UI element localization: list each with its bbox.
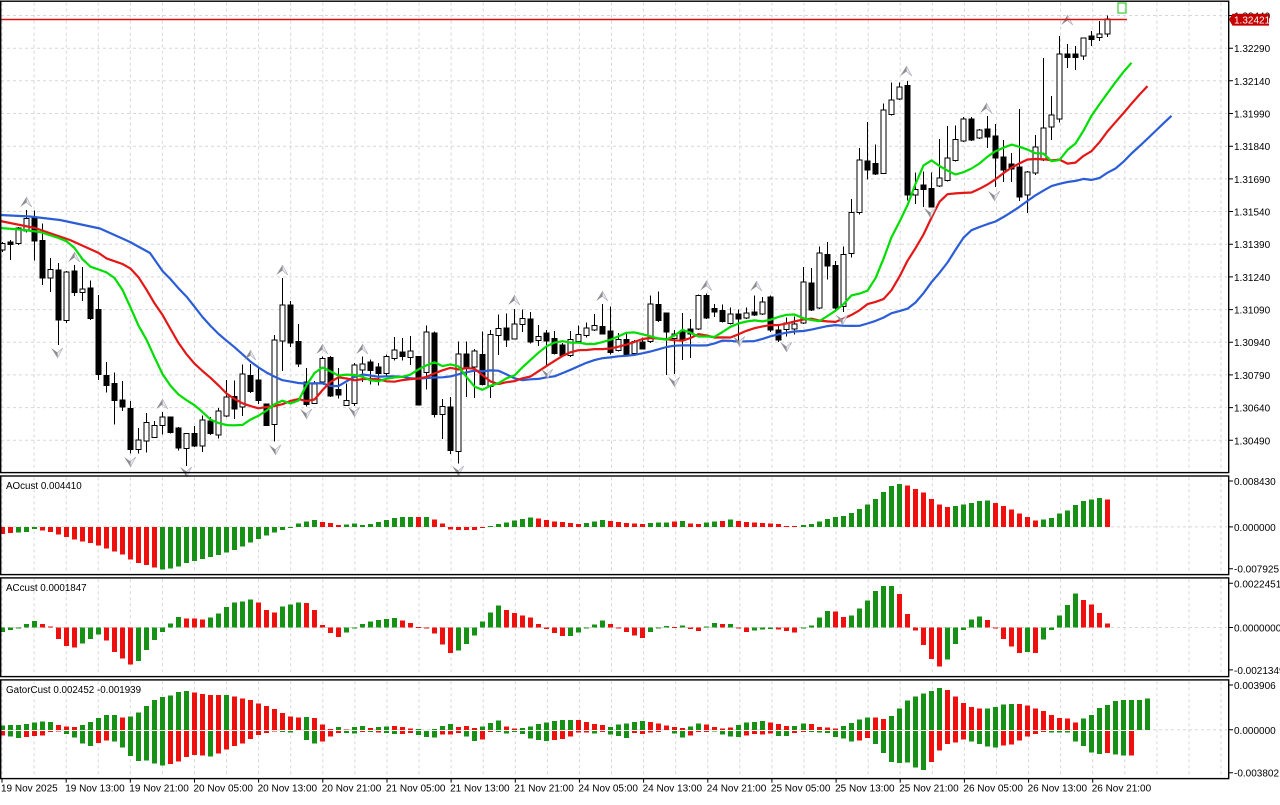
svg-text:-0.007925: -0.007925 xyxy=(1234,565,1279,576)
svg-text:19 Nov 21:00: 19 Nov 21:00 xyxy=(129,784,189,795)
svg-text:0.000000: 0.000000 xyxy=(1234,726,1276,737)
svg-text:1.30640: 1.30640 xyxy=(1234,404,1271,415)
svg-text:20 Nov 13:00: 20 Nov 13:00 xyxy=(258,784,318,795)
svg-text:19 Nov 13:00: 19 Nov 13:00 xyxy=(65,784,125,795)
svg-text:25 Nov 13:00: 25 Nov 13:00 xyxy=(835,784,895,795)
svg-text:26 Nov 05:00: 26 Nov 05:00 xyxy=(963,784,1023,795)
svg-text:1.32140: 1.32140 xyxy=(1234,77,1271,88)
svg-text:21 Nov 13:00: 21 Nov 13:00 xyxy=(450,784,510,795)
svg-text:0.000000: 0.000000 xyxy=(1234,523,1276,534)
svg-text:0.0022451: 0.0022451 xyxy=(1234,579,1280,590)
svg-text:1.31990: 1.31990 xyxy=(1234,110,1271,121)
svg-text:21 Nov 21:00: 21 Nov 21:00 xyxy=(514,784,574,795)
svg-text:ACcust 0.0001847: ACcust 0.0001847 xyxy=(6,583,87,594)
svg-text:-0.0021349: -0.0021349 xyxy=(1234,666,1280,677)
svg-text:GatorCust 0.002452 -0.001939: GatorCust 0.002452 -0.001939 xyxy=(6,685,141,696)
svg-text:19 Nov 2025: 19 Nov 2025 xyxy=(1,784,58,795)
svg-text:0.0000000: 0.0000000 xyxy=(1234,624,1280,635)
svg-text:0.003906: 0.003906 xyxy=(1234,681,1276,692)
svg-text:25 Nov 05:00: 25 Nov 05:00 xyxy=(771,784,831,795)
svg-text:24 Nov 21:00: 24 Nov 21:00 xyxy=(707,784,767,795)
svg-text:0.008430: 0.008430 xyxy=(1234,477,1276,488)
svg-text:1.30490: 1.30490 xyxy=(1234,436,1271,447)
svg-text:20 Nov 05:00: 20 Nov 05:00 xyxy=(194,784,254,795)
svg-text:1.30790: 1.30790 xyxy=(1234,371,1271,382)
svg-text:1.32421: 1.32421 xyxy=(1234,16,1271,27)
svg-text:24 Nov 05:00: 24 Nov 05:00 xyxy=(578,784,638,795)
svg-text:1.31840: 1.31840 xyxy=(1234,142,1271,153)
svg-text:1.31690: 1.31690 xyxy=(1234,175,1271,186)
svg-text:24 Nov 13:00: 24 Nov 13:00 xyxy=(643,784,703,795)
svg-text:-0.003802: -0.003802 xyxy=(1234,769,1279,780)
svg-text:1.31090: 1.31090 xyxy=(1234,306,1271,317)
svg-text:AOcust 0.004410: AOcust 0.004410 xyxy=(6,481,82,492)
svg-text:20 Nov 21:00: 20 Nov 21:00 xyxy=(322,784,382,795)
svg-text:1.32290: 1.32290 xyxy=(1234,44,1271,55)
svg-text:25 Nov 21:00: 25 Nov 21:00 xyxy=(899,784,959,795)
svg-text:1.31390: 1.31390 xyxy=(1234,240,1271,251)
svg-text:26 Nov 21:00: 26 Nov 21:00 xyxy=(1092,784,1152,795)
svg-text:26 Nov 13:00: 26 Nov 13:00 xyxy=(1028,784,1088,795)
svg-text:1.31540: 1.31540 xyxy=(1234,208,1271,219)
svg-text:1.30940: 1.30940 xyxy=(1234,338,1271,349)
svg-text:21 Nov 05:00: 21 Nov 05:00 xyxy=(386,784,446,795)
svg-text:1.31240: 1.31240 xyxy=(1234,273,1271,284)
